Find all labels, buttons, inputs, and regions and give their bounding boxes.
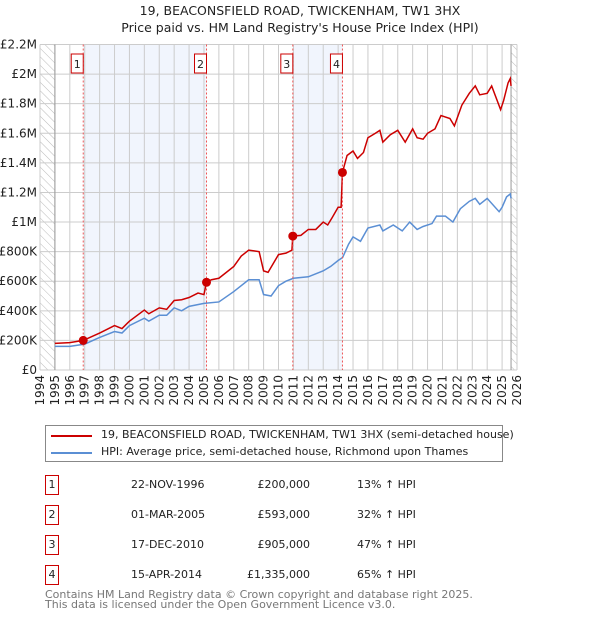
sale-number: 3: [45, 535, 59, 555]
x-tick-label: 2010: [272, 375, 286, 406]
sale-price: £593,000: [257, 508, 311, 521]
hatched-region: [511, 44, 517, 370]
chart-title: 19, BEACONSFIELD ROAD, TWICKENHAM, TW1 3…: [140, 3, 461, 18]
x-tick-label: 2019: [406, 375, 420, 406]
x-tick-label: 2017: [376, 375, 390, 406]
hpi-line: [54, 192, 512, 348]
x-tick-label: 1999: [108, 375, 122, 406]
y-tick-label: £800K: [0, 245, 38, 259]
sale-point: [337, 167, 347, 177]
legend-label-hpi: HPI: Average price, semi-detached house,…: [101, 445, 469, 458]
sale-price: £905,000: [257, 538, 311, 551]
x-tick-label: 2025: [495, 375, 509, 406]
y-tick-label: £1.6M: [0, 126, 37, 140]
x-tick-label: 2002: [152, 375, 166, 406]
price-chart: 19, BEACONSFIELD ROAD, TWICKENHAM, TW1 3…: [0, 3, 524, 406]
sale-date: 01-MAR-2005: [131, 508, 206, 521]
chart-subtitle: Price paid vs. HM Land Registry's House …: [121, 20, 478, 35]
x-tick-label: 2023: [465, 375, 479, 406]
x-tick-label: 2013: [316, 375, 330, 406]
x-tick-label: 2000: [122, 375, 136, 406]
y-tick-label: £2M: [11, 67, 37, 81]
x-tick-label: 2024: [480, 375, 494, 406]
footer: Contains HM Land Registry data © Crown c…: [45, 588, 473, 611]
y-tick-label: £2.2M: [0, 38, 37, 52]
sale-number: 4: [45, 565, 59, 585]
sale-point: [202, 277, 212, 287]
shaded-period: [83, 44, 207, 370]
sale-price: £1,335,000: [247, 568, 310, 581]
x-tick-label: 2011: [286, 375, 300, 406]
sale-marker-number: 2: [197, 58, 204, 71]
x-tick-label: 1997: [78, 375, 92, 406]
x-tick-label: 2015: [346, 375, 360, 406]
sale-marker-number: 1: [74, 58, 81, 71]
x-tick-label: 2004: [182, 375, 196, 406]
legend-label-property: 19, BEACONSFIELD ROAD, TWICKENHAM, TW1 3…: [101, 428, 514, 441]
x-tick-label: 2006: [212, 375, 226, 406]
sale-number: 1: [45, 475, 59, 495]
sale-marker-number: 4: [333, 58, 340, 71]
y-tick-label: £1.8M: [0, 97, 37, 111]
sale-hpi-change: 65% ↑ HPI: [357, 568, 416, 581]
x-tick-label: 2026: [510, 375, 524, 406]
x-tick-label: 2009: [257, 375, 271, 406]
x-tick-label: 2014: [331, 375, 345, 406]
sale-marker-box: [280, 53, 294, 74]
sale-price: £200,000: [257, 478, 311, 491]
y-tick-label: £0: [22, 363, 37, 377]
sale-hpi-change: 47% ↑ HPI: [357, 538, 416, 551]
x-tick-label: 2003: [167, 375, 181, 406]
chart-legend: 19, BEACONSFIELD ROAD, TWICKENHAM, TW1 3…: [45, 425, 514, 462]
footer-copyright: Contains HM Land Registry data © Crown c…: [45, 588, 473, 601]
sale-marker-box: [329, 53, 343, 74]
x-tick-label: 1995: [48, 375, 62, 406]
y-tick-label: £200K: [0, 333, 38, 347]
hatched-region: [40, 44, 55, 370]
sale-marker-box: [194, 53, 208, 74]
sale-date: 15-APR-2014: [131, 568, 203, 581]
y-tick-label: £1.2M: [0, 185, 37, 199]
x-tick-label: 2020: [421, 375, 435, 406]
x-tick-label: 2021: [435, 375, 449, 406]
sale-point: [288, 231, 298, 241]
sale-hpi-change: 13% ↑ HPI: [357, 478, 416, 491]
shaded-period: [292, 44, 343, 370]
legend-swatch-hpi: [51, 452, 92, 454]
sale-point: [78, 335, 88, 345]
x-tick-label: 1996: [63, 375, 77, 406]
x-tick-label: 2007: [227, 375, 241, 406]
y-tick-label: £400K: [0, 304, 38, 318]
sale-date: 22-NOV-1996: [131, 478, 205, 491]
x-tick-label: 2016: [361, 375, 375, 406]
x-tick-label: 2018: [391, 375, 405, 406]
footer-licence: This data is licensed under the Open Gov…: [45, 598, 396, 611]
sale-number: 2: [45, 505, 59, 525]
sale-hpi-change: 32% ↑ HPI: [357, 508, 416, 521]
x-tick-label: 1994: [33, 375, 47, 406]
y-tick-label: £1.4M: [0, 156, 37, 170]
x-tick-label: 2012: [301, 375, 315, 406]
y-tick-label: £600K: [0, 274, 38, 288]
x-tick-label: 2008: [242, 375, 256, 406]
sale-marker-box: [70, 53, 84, 74]
x-tick-label: 2005: [197, 375, 211, 406]
x-tick-label: 2001: [137, 375, 151, 406]
y-tick-label: £1M: [11, 215, 37, 229]
sale-date: 17-DEC-2010: [131, 538, 205, 551]
property-price-line: [54, 75, 512, 345]
sale-marker-number: 3: [283, 58, 290, 71]
legend-swatch-property: [51, 435, 92, 437]
x-tick-label: 1998: [93, 375, 107, 406]
x-tick-label: 2022: [450, 375, 464, 406]
